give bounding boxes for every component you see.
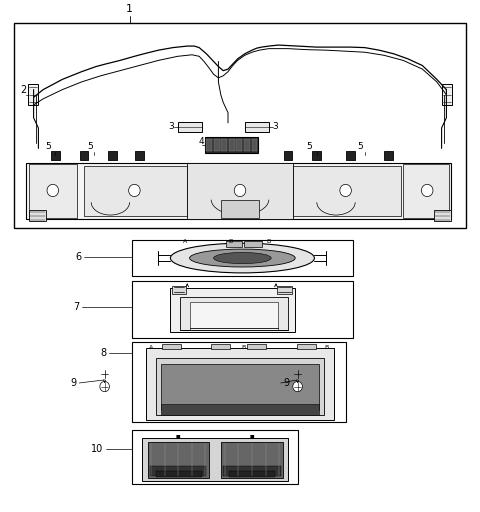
Bar <box>442 84 452 105</box>
Bar <box>297 344 316 349</box>
Ellipse shape <box>170 243 314 273</box>
Text: 5: 5 <box>45 142 51 151</box>
Bar <box>214 139 220 151</box>
Bar <box>229 139 235 151</box>
Ellipse shape <box>214 252 271 264</box>
Bar <box>284 151 292 160</box>
FancyBboxPatch shape <box>26 163 451 219</box>
Text: 3: 3 <box>273 122 278 132</box>
Bar <box>346 151 355 160</box>
Bar <box>51 151 60 160</box>
Bar <box>156 358 324 415</box>
Circle shape <box>293 381 302 392</box>
Bar <box>156 471 202 477</box>
Bar <box>178 122 202 132</box>
Bar <box>293 166 401 216</box>
Bar <box>187 163 293 219</box>
Bar <box>226 241 242 247</box>
Circle shape <box>129 184 140 197</box>
Text: 8: 8 <box>100 348 107 358</box>
Text: B: B <box>267 239 271 244</box>
Text: A: A <box>183 239 187 244</box>
Bar <box>132 342 346 422</box>
Circle shape <box>234 184 246 197</box>
Text: 10: 10 <box>91 444 103 454</box>
Text: ■: ■ <box>250 433 254 438</box>
Circle shape <box>100 381 109 392</box>
Bar <box>244 139 250 151</box>
Text: 6: 6 <box>75 252 82 262</box>
Text: B: B <box>242 345 246 350</box>
Bar <box>221 442 283 478</box>
Bar <box>14 23 466 228</box>
Circle shape <box>340 184 351 197</box>
Bar <box>142 438 288 481</box>
Text: 5: 5 <box>357 142 363 151</box>
Circle shape <box>47 184 59 197</box>
Text: 3: 3 <box>168 122 174 132</box>
Bar <box>244 241 262 247</box>
Bar <box>108 151 117 160</box>
Text: 7: 7 <box>73 302 79 312</box>
Bar <box>252 139 257 151</box>
Circle shape <box>421 184 433 197</box>
Bar <box>172 286 186 294</box>
Bar <box>221 139 227 151</box>
Bar <box>29 164 77 218</box>
Ellipse shape <box>190 249 295 267</box>
Bar <box>312 151 321 160</box>
Text: 5: 5 <box>87 142 93 151</box>
Bar <box>150 466 206 476</box>
Bar <box>206 139 212 151</box>
Bar <box>211 344 230 349</box>
Bar <box>161 404 319 415</box>
Bar <box>161 364 319 410</box>
Text: B: B <box>228 239 232 244</box>
Bar <box>190 302 278 330</box>
Text: A: A <box>149 345 153 350</box>
Bar <box>247 344 266 349</box>
Bar <box>29 210 46 221</box>
Bar <box>229 471 275 477</box>
Bar <box>170 288 295 332</box>
Bar <box>132 240 353 276</box>
Text: 1: 1 <box>126 4 133 14</box>
Bar <box>434 210 451 221</box>
Bar <box>84 166 187 216</box>
Bar <box>180 297 288 330</box>
Bar <box>237 139 242 151</box>
Bar <box>221 200 259 218</box>
Text: 9: 9 <box>71 378 77 388</box>
Bar <box>135 151 144 160</box>
Text: 5: 5 <box>307 142 312 151</box>
Bar <box>403 164 449 218</box>
Bar <box>384 151 393 160</box>
Bar <box>223 466 281 476</box>
Bar <box>162 344 181 349</box>
Text: 9: 9 <box>283 378 289 388</box>
Bar <box>132 430 298 484</box>
Text: 4: 4 <box>198 137 204 146</box>
Bar <box>245 122 269 132</box>
Text: ■: ■ <box>176 433 180 438</box>
Bar <box>132 281 353 338</box>
Bar <box>28 84 38 105</box>
Text: 2: 2 <box>20 84 26 95</box>
Bar <box>146 348 334 420</box>
Text: B: B <box>324 345 328 350</box>
Bar <box>148 442 209 478</box>
Bar <box>205 137 258 153</box>
Bar <box>277 286 292 294</box>
Bar <box>80 151 88 160</box>
